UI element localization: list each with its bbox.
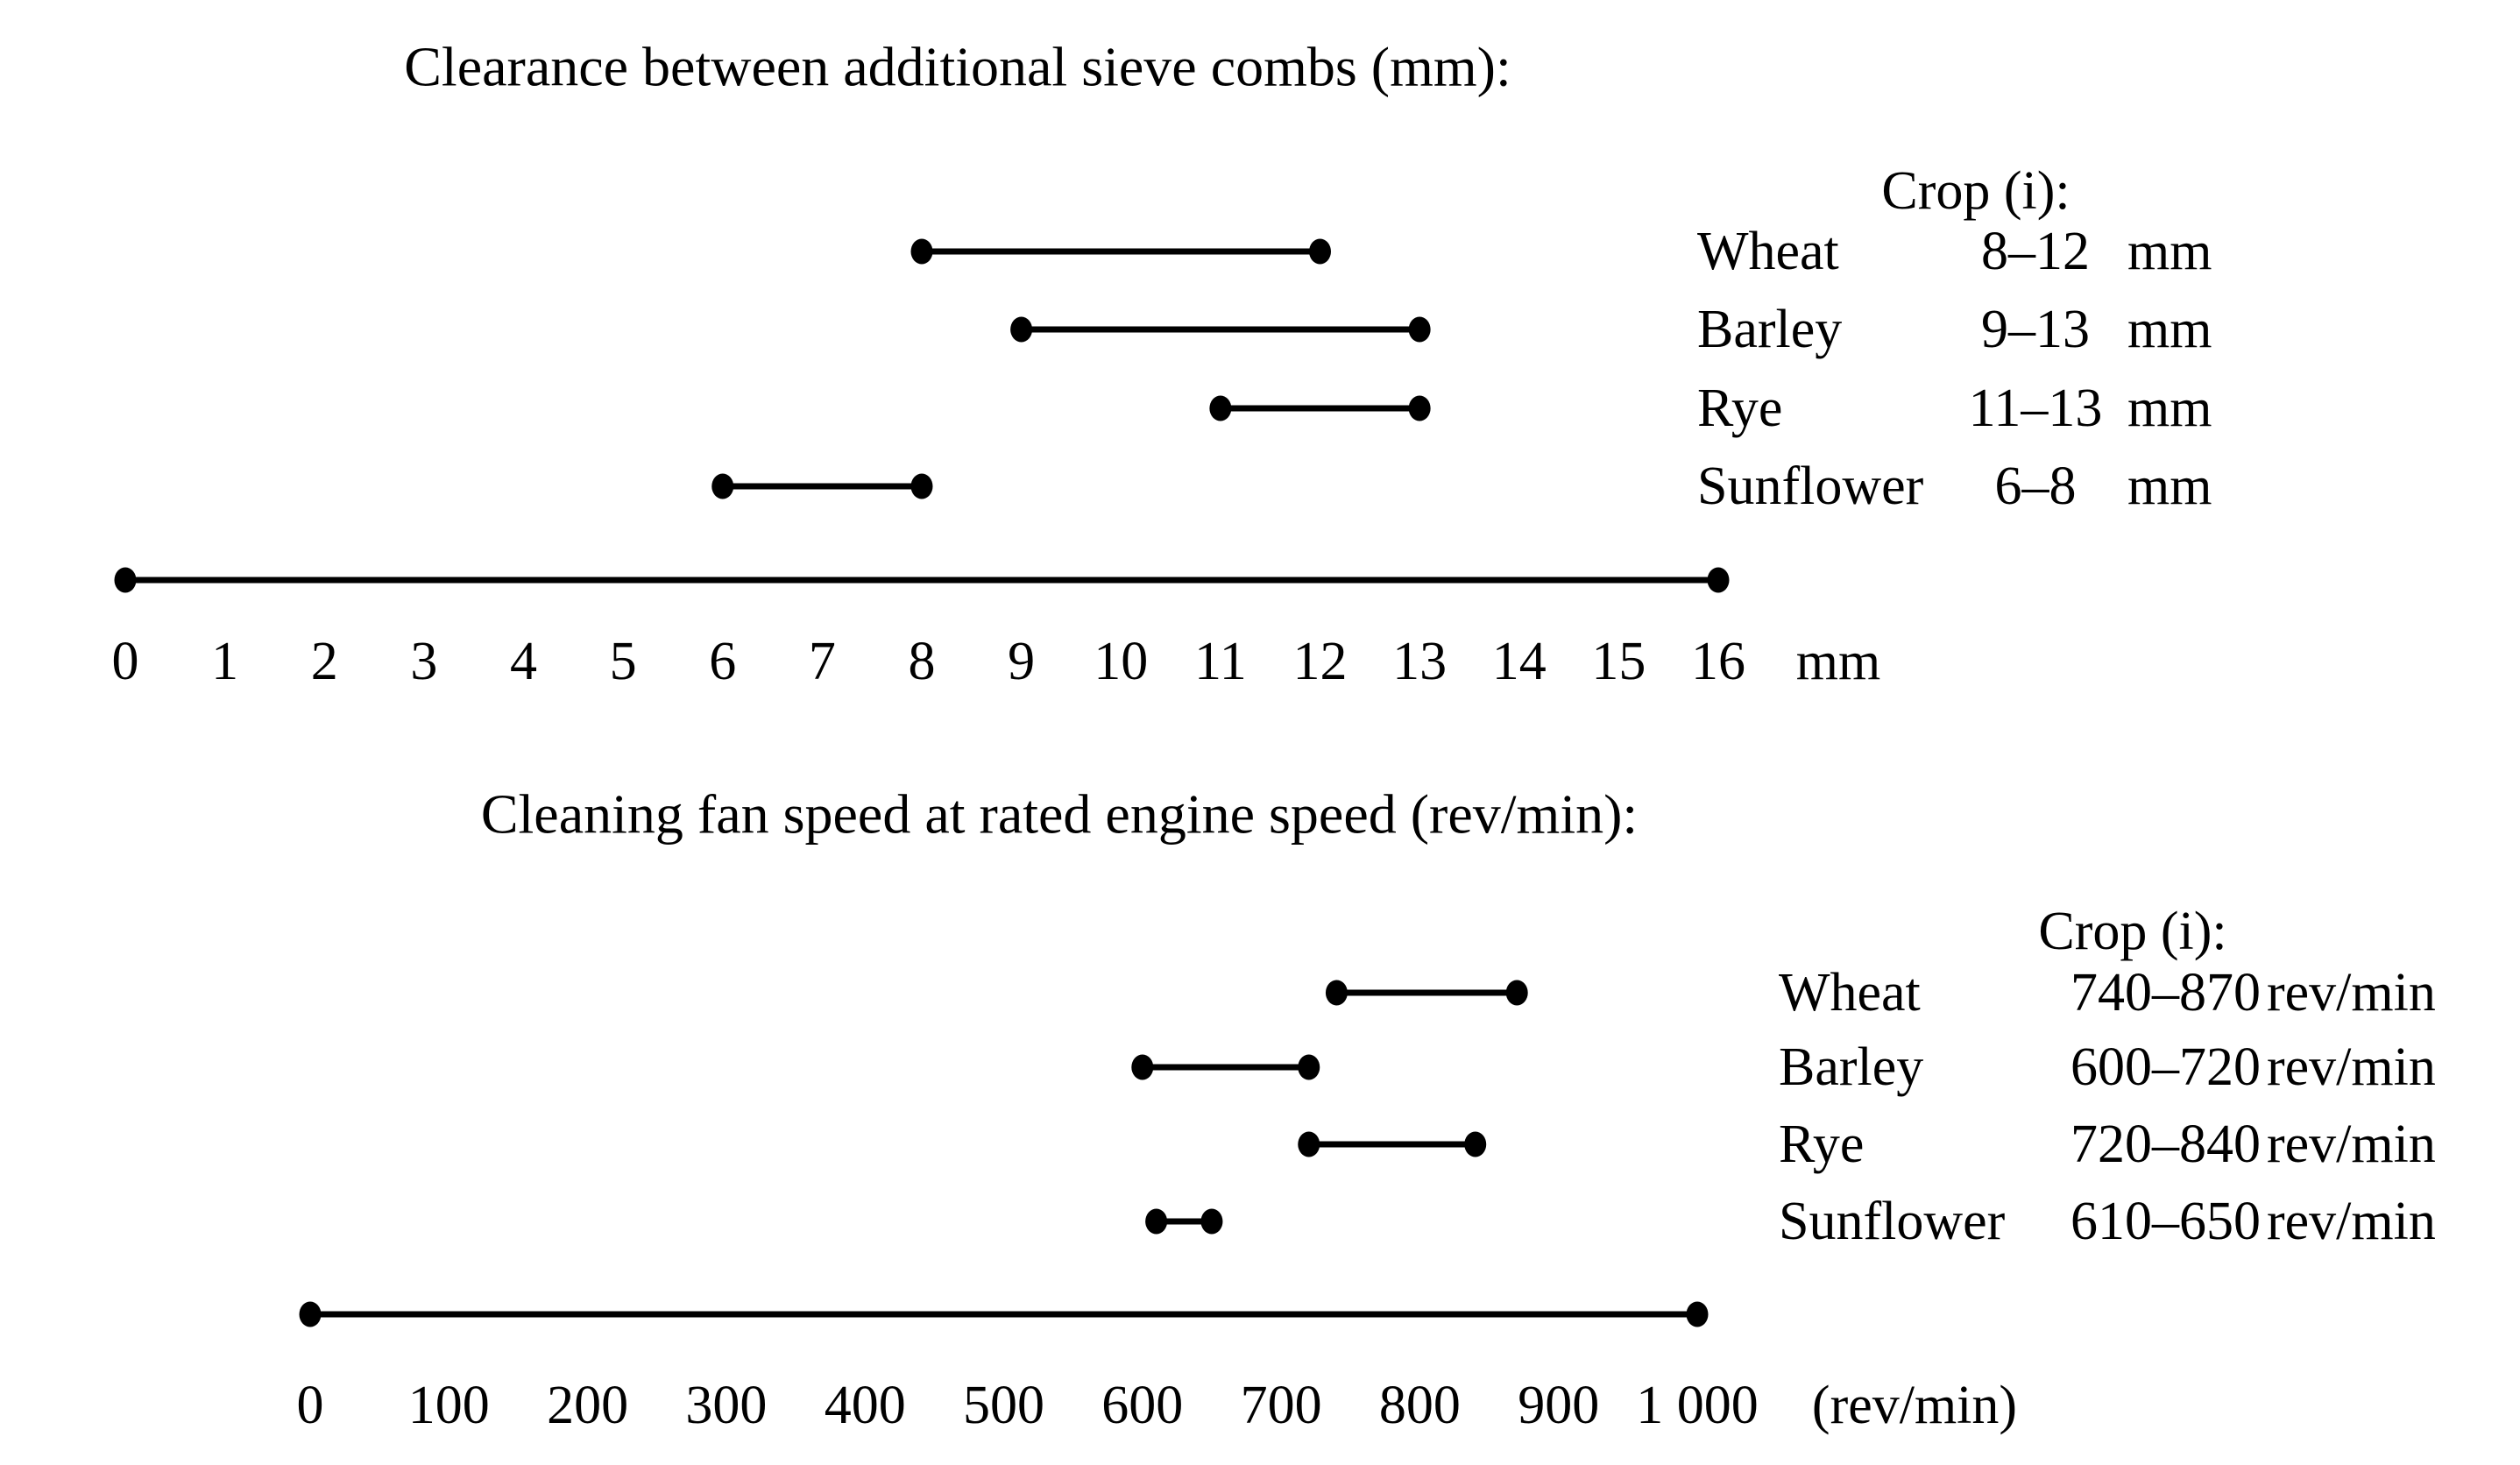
chart-2-legend-row-sunflower-range: 610–650 (2071, 1192, 2261, 1251)
chart-1-tick-label-3: 3 (410, 632, 437, 691)
chart-2-range-dot-sunflower-high (1200, 1208, 1223, 1235)
chart-2-legend-row-wheat-range: 740–870 (2071, 963, 2261, 1023)
chart-2-tick-label-700: 700 (1241, 1376, 1322, 1435)
chart-2-tick-label-400: 400 (825, 1376, 906, 1435)
chart-2-legend-row-wheat-unit: rev/min (2267, 963, 2436, 1023)
chart-1-legend-row-sunflower-range: 6–8 (1995, 456, 2077, 516)
chart-1-range-dot-wheat-low (910, 238, 933, 265)
chart-1-tick-label-9: 9 (1008, 632, 1035, 691)
chart-2-legend-row-rye-unit: rev/min (2267, 1115, 2436, 1174)
chart-1-tick-label-16: 16 (1691, 632, 1745, 691)
chart-1-tick-label-4: 4 (510, 632, 537, 691)
chart-2-legend-row-barley-range: 600–720 (2071, 1037, 2261, 1097)
chart-1-range-dot-barley-low (1010, 316, 1033, 343)
chart-1-tick-label-1: 1 (211, 632, 238, 691)
chart-2-legend-title: Crop (i): (2038, 902, 2226, 961)
chart-2-tick-label-0: 0 (297, 1376, 324, 1435)
chart-1-legend-row-barley-name: Barley (1697, 300, 1842, 359)
chart-1-tick-label-7: 7 (809, 632, 836, 691)
chart-1-legend-row-barley-unit: mm (2127, 300, 2212, 359)
chart-1-tick-label-0: 0 (112, 632, 139, 691)
chart-1-range-dot-wheat-high (1309, 238, 1331, 265)
chart-2-tick-label-800: 800 (1379, 1376, 1461, 1435)
chart-1-tick-label-2: 2 (311, 632, 338, 691)
chart-1-legend-row-wheat-unit: mm (2127, 222, 2212, 281)
chart-1-range-dot-barley-high (1408, 316, 1431, 343)
chart-1-legend-row-wheat-range: 8–12 (1981, 222, 2090, 281)
chart-2-range-dot-barley-low (1131, 1054, 1154, 1080)
chart-2-legend-row-sunflower-name: Sunflower (1779, 1192, 2006, 1251)
chart-2-range-dot-wheat-high (1505, 980, 1528, 1006)
chart-2-legend-row-rye-range: 720–840 (2071, 1115, 2261, 1174)
chart-1-axis-end-dot (1707, 567, 1730, 593)
chart-2-range-dot-wheat-low (1325, 980, 1348, 1006)
chart-1-range-dot-rye-low (1209, 395, 1232, 421)
chart-1-legend-row-rye-range: 11–13 (1969, 379, 2103, 438)
chart-2-tick-label-300: 300 (685, 1376, 767, 1435)
chart-1-tick-label-10: 10 (1094, 632, 1148, 691)
chart-2-tick-label-200: 200 (547, 1376, 628, 1435)
chart-2-legend-row-rye-name: Rye (1779, 1115, 1864, 1174)
chart-2-axis-end-dot (1686, 1301, 1709, 1327)
chart-1-range-dot-rye-high (1408, 395, 1431, 421)
chart-1-tick-label-5: 5 (610, 632, 637, 691)
chart-1-axis-start-dot (114, 567, 137, 593)
chart-1-legend-row-sunflower-name: Sunflower (1697, 456, 1924, 516)
chart-2-tick-label-100: 100 (408, 1376, 490, 1435)
chart-1-legend-row-barley-range: 9–13 (1981, 300, 2090, 359)
chart-1-legend-title: Crop (i): (1881, 161, 2070, 221)
chart-1-axis-unit-label: mm (1796, 632, 1880, 691)
chart-2-tick-label-900: 900 (1518, 1376, 1599, 1435)
chart-1-range-dot-sunflower-low (711, 473, 734, 499)
chart-2-tick-label-500: 500 (963, 1376, 1044, 1435)
chart-1-legend-row-wheat-name: Wheat (1697, 222, 1839, 281)
chart-2-range-dot-rye-low (1298, 1131, 1320, 1157)
chart-1-legend-row-rye-unit: mm (2127, 379, 2212, 438)
chart-2-title: Cleaning fan speed at rated engine speed… (481, 783, 1638, 846)
chart-2-tick-label-600: 600 (1101, 1376, 1183, 1435)
chart-2-legend-row-wheat-name: Wheat (1779, 963, 1921, 1023)
chart-2-tick-label-1000: 1 000 (1636, 1376, 1759, 1435)
chart-1-tick-label-6: 6 (709, 632, 736, 691)
chart-1-tick-label-15: 15 (1591, 632, 1646, 691)
chart-1-tick-label-14: 14 (1492, 632, 1547, 691)
chart-2-range-dot-sunflower-low (1145, 1208, 1168, 1235)
chart-1-legend-row-rye-name: Rye (1697, 379, 1782, 438)
chart-1-legend-row-sunflower-unit: mm (2127, 456, 2212, 516)
chart-1-tick-label-11: 11 (1194, 632, 1247, 691)
chart-2-legend-row-sunflower-unit: rev/min (2267, 1192, 2436, 1251)
chart-2-range-dot-barley-high (1298, 1054, 1320, 1080)
chart-1-range-dot-sunflower-high (910, 473, 933, 499)
chart-1-tick-label-12: 12 (1293, 632, 1348, 691)
chart-1-tick-label-8: 8 (909, 632, 936, 691)
chart-2-axis-start-dot (299, 1301, 322, 1327)
chart-2-axis-unit-label: (rev/min) (1812, 1376, 2017, 1435)
chart-1-tick-label-13: 13 (1392, 632, 1447, 691)
chart-1-title: Clearance between additional sieve combs… (404, 36, 1511, 98)
chart-2-legend-row-barley-unit: rev/min (2267, 1037, 2436, 1097)
chart-2-legend-row-barley-name: Barley (1779, 1037, 1923, 1097)
chart-2-range-dot-rye-high (1464, 1131, 1487, 1157)
